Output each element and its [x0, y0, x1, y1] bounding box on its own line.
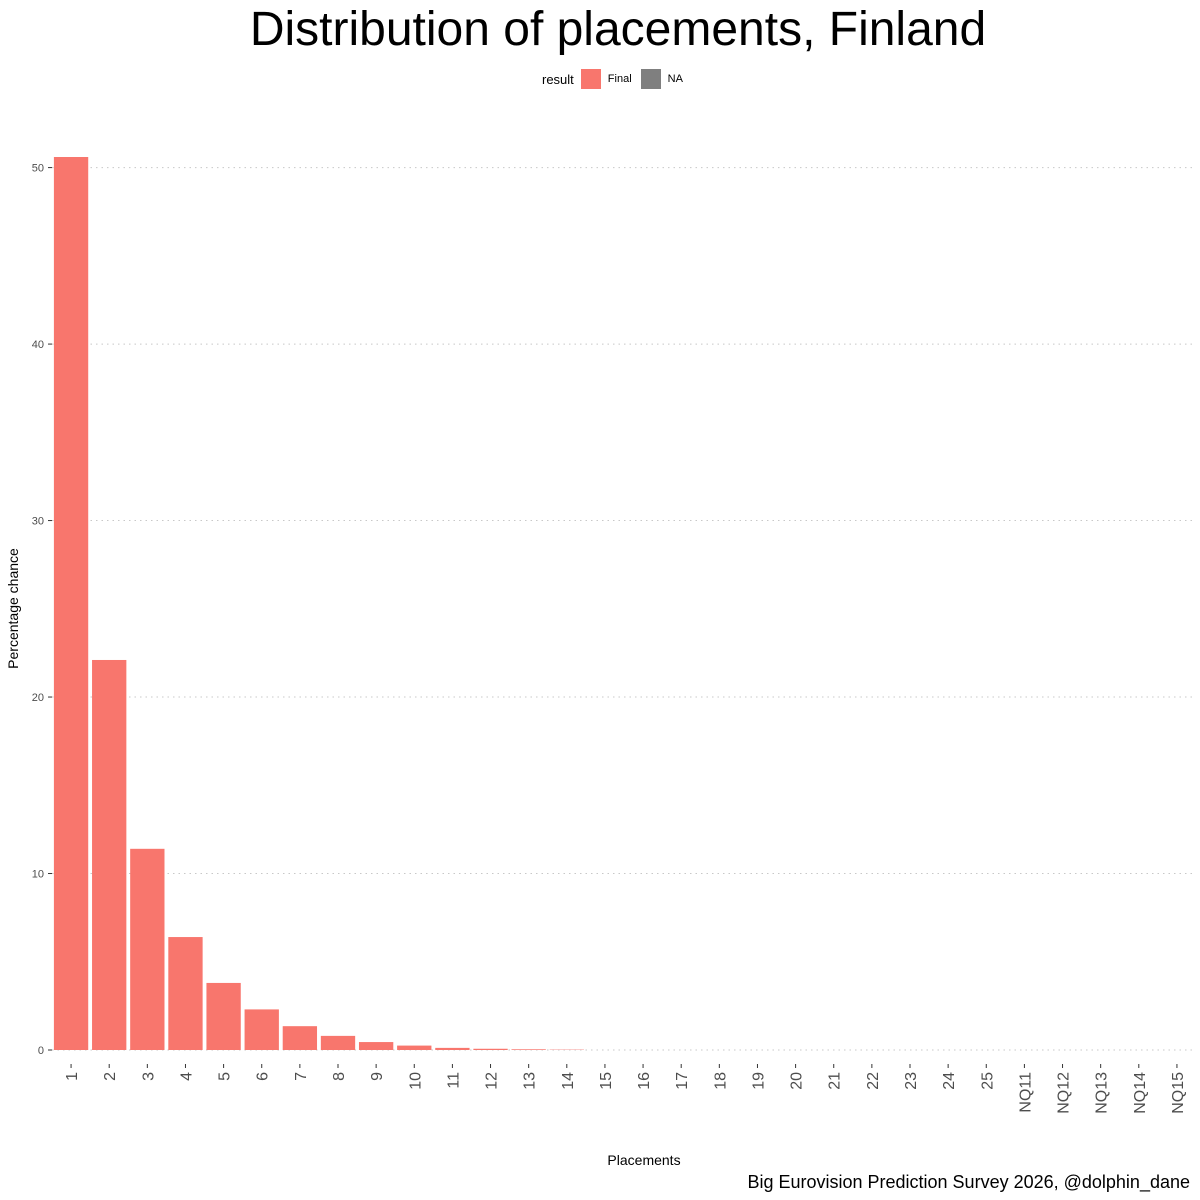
x-tick-label-NQ13: NQ13 — [1094, 1072, 1111, 1114]
y-tick-label-0: 0 — [38, 1045, 44, 1057]
x-tick-label-22: 22 — [865, 1072, 882, 1090]
x-tick-label-25: 25 — [979, 1072, 996, 1090]
chart-title: Distribution of placements, Finland — [249, 3, 987, 56]
x-axis-label: Placements — [607, 1152, 680, 1168]
x-tick-label-23: 23 — [903, 1072, 920, 1090]
x-tick-label-8: 8 — [331, 1072, 348, 1081]
x-tick-label-4: 4 — [178, 1072, 195, 1081]
legend-swatch-na — [640, 69, 661, 89]
legend: result Final NA — [542, 68, 692, 90]
x-tick-label-5: 5 — [217, 1072, 234, 1081]
legend-label-na: NA — [667, 73, 683, 85]
bar-5 — [206, 982, 241, 1050]
x-tick-label-21: 21 — [827, 1072, 844, 1090]
bar-6 — [244, 1009, 279, 1050]
x-tick-label-3: 3 — [140, 1072, 157, 1081]
chart-caption: Big Eurovision Prediction Survey 2026, @… — [747, 1172, 1190, 1192]
y-tick-label-50: 50 — [32, 163, 44, 175]
x-tick-label-15: 15 — [598, 1072, 615, 1090]
x-tick-label-2: 2 — [102, 1072, 119, 1081]
x-tick-label-NQ14: NQ14 — [1132, 1072, 1149, 1114]
bar-9 — [358, 1042, 394, 1050]
x-tick-label-NQ12: NQ12 — [1056, 1072, 1073, 1114]
bar-10 — [397, 1045, 432, 1050]
x-tick-label-9: 9 — [369, 1072, 386, 1081]
legend-title: result — [542, 71, 574, 87]
x-tick-label-NQ15: NQ15 — [1170, 1072, 1187, 1114]
bar-8 — [320, 1035, 356, 1050]
x-tick-label-13: 13 — [522, 1072, 539, 1090]
bar-12 — [473, 1048, 508, 1050]
x-tick-label-16: 16 — [636, 1072, 653, 1090]
x-tick-label-1: 1 — [64, 1072, 81, 1081]
bar-2 — [92, 659, 127, 1050]
bar-1 — [53, 157, 89, 1050]
x-tick-label-6: 6 — [255, 1072, 272, 1081]
bar-13 — [511, 1049, 546, 1050]
legend-label-final: Final — [607, 73, 632, 85]
x-tick-label-NQ11: NQ11 — [1017, 1072, 1034, 1113]
x-tick-label-20: 20 — [789, 1072, 806, 1090]
bar-3 — [130, 848, 165, 1050]
x-tick-label-11: 11 — [445, 1072, 462, 1089]
y-tick-label-10: 10 — [32, 869, 44, 881]
bar-4 — [168, 937, 203, 1050]
x-tick-label-10: 10 — [407, 1072, 424, 1090]
x-tick-label-24: 24 — [941, 1072, 958, 1090]
x-tick-label-18: 18 — [712, 1072, 729, 1090]
x-tick-label-14: 14 — [560, 1072, 577, 1090]
y-tick-label-40: 40 — [32, 339, 44, 351]
y-tick-label-20: 20 — [32, 692, 44, 704]
x-tick-label-7: 7 — [293, 1072, 310, 1081]
y-axis-label: Percentage chance — [5, 548, 21, 669]
legend-swatch-final — [580, 69, 601, 89]
bar-11 — [435, 1047, 470, 1050]
x-tick-label-17: 17 — [674, 1072, 691, 1090]
bar-7 — [282, 1026, 318, 1050]
x-tick-label-19: 19 — [750, 1072, 767, 1090]
y-tick-label-30: 30 — [32, 516, 44, 528]
x-tick-label-12: 12 — [484, 1072, 501, 1090]
